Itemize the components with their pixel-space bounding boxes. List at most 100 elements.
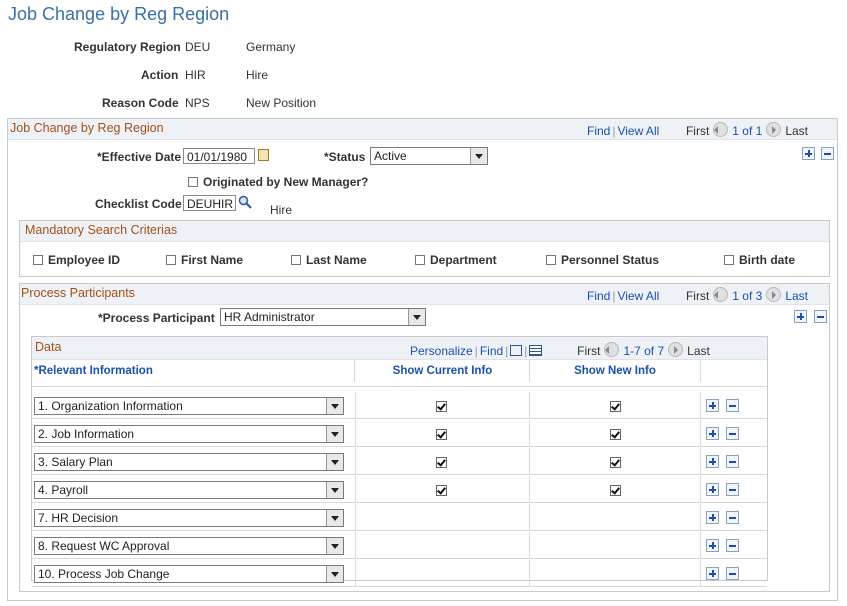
job-change-header-bar: Job Change by Reg Region Find | View All F… — [8, 119, 837, 140]
add-row-button[interactable] — [706, 567, 719, 580]
criteria-birth-date[interactable]: Birth date — [724, 253, 795, 267]
show-current-info-checkbox[interactable] — [436, 457, 447, 468]
personalize-link[interactable]: Personalize — [410, 344, 473, 358]
chevron-down-icon[interactable] — [326, 566, 343, 582]
previous-icon[interactable] — [604, 342, 620, 357]
delete-row-button[interactable] — [726, 455, 739, 468]
criteria-employee-id[interactable]: Employee ID — [33, 253, 120, 267]
add-row-button[interactable] — [706, 483, 719, 496]
add-row-button[interactable] — [706, 511, 719, 524]
criteria-last-name[interactable]: Last Name — [291, 253, 367, 267]
calendar-icon[interactable] — [258, 149, 269, 161]
new-window-icon[interactable] — [510, 345, 523, 356]
previous-icon[interactable] — [713, 287, 729, 302]
criteria-checkbox[interactable] — [724, 255, 734, 265]
delete-participant-button[interactable] — [814, 310, 827, 323]
delete-row-button[interactable] — [726, 539, 739, 552]
relevant-information-select[interactable]: 8. Request WC Approval — [34, 537, 344, 555]
next-icon[interactable] — [668, 342, 684, 357]
show-current-info-checkbox[interactable] — [436, 485, 447, 496]
relevant-information-select[interactable]: 3. Salary Plan — [34, 453, 344, 471]
criteria-checkbox[interactable] — [291, 255, 301, 265]
find-link[interactable]: Find — [479, 344, 504, 358]
relevant-information-select[interactable]: 7. HR Decision — [34, 509, 344, 527]
criteria-checkbox[interactable] — [33, 255, 43, 265]
next-icon[interactable] — [766, 122, 782, 137]
add-row-button[interactable] — [706, 455, 719, 468]
chevron-down-icon[interactable] — [326, 538, 343, 554]
column-relevant-information[interactable]: *Relevant Information — [32, 360, 355, 382]
data-grid: Data Personalize | Find | | First 1-7 of 7 Las… — [31, 336, 768, 587]
chevron-down-icon[interactable] — [326, 482, 343, 498]
chevron-down-icon[interactable] — [326, 426, 343, 442]
action-label: Action — [141, 68, 179, 82]
chevron-down-icon[interactable] — [326, 398, 343, 414]
regulatory-region-desc: Germany — [246, 40, 296, 54]
status-select[interactable]: Active — [370, 147, 488, 165]
delete-row-button[interactable] — [726, 511, 739, 524]
delete-row-button[interactable] — [726, 483, 739, 496]
cell-show-current-info — [356, 504, 530, 531]
show-new-info-checkbox[interactable] — [610, 485, 621, 496]
criteria-label: Department — [430, 253, 497, 267]
originated-by-new-manager[interactable]: Originated by New Manager? — [188, 175, 368, 189]
effective-date-input[interactable]: 01/01/1980 — [183, 148, 255, 164]
chevron-down-icon[interactable] — [470, 148, 487, 164]
next-icon[interactable] — [766, 287, 782, 302]
show-current-info-checkbox[interactable] — [436, 401, 447, 412]
checklist-code-label: Checklist Code — [95, 197, 182, 211]
cell-show-current-info — [356, 392, 530, 419]
add-participant-button[interactable] — [794, 310, 807, 323]
process-participant-label: *Process Participant — [98, 311, 215, 325]
data-grid-nav: Personalize | Find | | First 1-7 of 7 Last — [410, 342, 710, 358]
add-row-button[interactable] — [802, 147, 815, 160]
add-row-button[interactable] — [706, 399, 719, 412]
table-row: 1. Organization Information — [32, 392, 767, 420]
find-link[interactable]: Find — [587, 124, 611, 138]
cell-relevant-information: 7. HR Decision — [32, 504, 356, 531]
view-all-link[interactable]: View All — [617, 124, 660, 138]
chevron-down-icon[interactable] — [326, 454, 343, 470]
delete-row-button[interactable] — [821, 147, 834, 160]
add-row-button[interactable] — [706, 427, 719, 440]
relevant-information-select[interactable]: 2. Job Information — [34, 425, 344, 443]
view-all-link[interactable]: View All — [617, 289, 660, 303]
show-new-info-checkbox[interactable] — [610, 401, 621, 412]
previous-icon[interactable] — [713, 122, 729, 137]
cell-show-current-info — [356, 532, 530, 559]
column-show-current-info[interactable]: Show Current Info — [356, 360, 530, 382]
relevant-information-select[interactable]: 1. Organization Information — [34, 397, 344, 415]
criteria-checkbox[interactable] — [415, 255, 425, 265]
cell-show-new-info — [530, 392, 701, 419]
regulatory-region-label: Regulatory Region — [74, 40, 181, 54]
relevant-information-select[interactable]: 10. Process Job Change — [34, 565, 344, 583]
process-participant-select[interactable]: HR Administrator — [220, 308, 426, 326]
show-current-info-checkbox[interactable] — [436, 429, 447, 440]
criteria-checkbox[interactable] — [546, 255, 556, 265]
relevant-information-value: 10. Process Job Change — [38, 567, 170, 581]
delete-row-button[interactable] — [726, 427, 739, 440]
find-link[interactable]: Find — [587, 289, 611, 303]
relevant-information-select[interactable]: 4. Payroll — [34, 481, 344, 499]
add-row-button[interactable] — [706, 539, 719, 552]
criteria-checkbox[interactable] — [166, 255, 176, 265]
criteria-personnel-status[interactable]: Personnel Status — [546, 253, 659, 267]
chevron-down-icon[interactable] — [408, 309, 425, 325]
last-link[interactable]: Last — [785, 289, 809, 303]
criteria-first-name[interactable]: First Name — [166, 253, 243, 267]
search-icon[interactable] — [238, 195, 252, 209]
last-label: Last — [785, 124, 809, 138]
chevron-down-icon[interactable] — [326, 510, 343, 526]
criteria-label: Employee ID — [48, 253, 121, 267]
checklist-code-input[interactable]: DEUHIR — [183, 195, 236, 211]
delete-row-button[interactable] — [726, 399, 739, 412]
delete-row-button[interactable] — [726, 567, 739, 580]
first-label: First — [685, 124, 710, 138]
show-new-info-checkbox[interactable] — [610, 429, 621, 440]
column-show-new-info[interactable]: Show New Info — [530, 360, 701, 382]
show-new-info-checkbox[interactable] — [610, 457, 621, 468]
relevant-information-value: 1. Organization Information — [38, 399, 183, 413]
download-grid-icon[interactable] — [529, 345, 543, 356]
criteria-department[interactable]: Department — [415, 253, 497, 267]
originated-checkbox[interactable] — [188, 177, 198, 187]
